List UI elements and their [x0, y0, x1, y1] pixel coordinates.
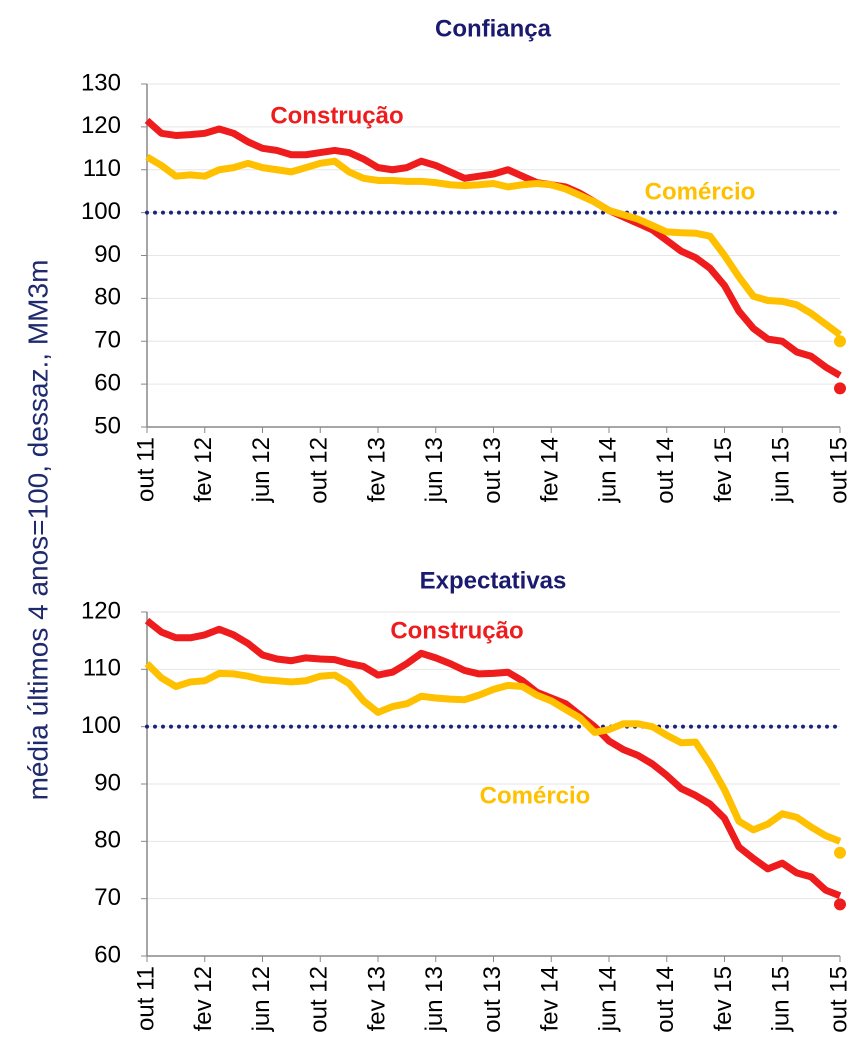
- y-tick-label: 60: [94, 941, 121, 968]
- x-tick-label: fev 13: [363, 966, 390, 1031]
- chart-title: Expectativas: [420, 567, 567, 594]
- y-tick-label: 80: [94, 284, 121, 311]
- series-line: [144, 661, 842, 845]
- y-tick-label: 130: [81, 69, 121, 96]
- chart-title: Confiança: [435, 15, 552, 42]
- x-tick-label: fev 14: [537, 966, 564, 1031]
- y-tick-label: 60: [94, 369, 121, 396]
- y-tick-label: 70: [94, 884, 121, 911]
- end-point: [834, 898, 846, 911]
- x-tick-label: fev 15: [710, 966, 737, 1031]
- y-tick-label: 110: [83, 655, 121, 682]
- y-tick-label: 90: [94, 241, 121, 268]
- series-label: Construção: [390, 617, 523, 644]
- x-tick-label: fev 12: [190, 437, 217, 502]
- x-tick-label: jun 12: [248, 966, 275, 1032]
- x-tick-label: out 14: [652, 437, 679, 504]
- y-tick-label: 90: [94, 769, 121, 796]
- series-label: Comércio: [480, 782, 591, 809]
- y-tick-label: 50: [94, 412, 121, 439]
- x-tick-label: jun 15: [768, 437, 795, 503]
- x-tick-label: out 14: [652, 966, 679, 1033]
- y-tick-label: 80: [94, 827, 121, 854]
- x-tick-label: jun 13: [421, 966, 448, 1032]
- series-label: Comércio: [645, 178, 756, 205]
- x-tick-label: jun 15: [768, 966, 795, 1032]
- x-tick-label: fev 13: [363, 437, 390, 502]
- x-tick-label: out 11: [132, 966, 159, 1031]
- x-tick-label: fev 15: [710, 437, 737, 502]
- x-tick-label: fev 14: [537, 437, 564, 502]
- y-axis-label: média últimos 4 anos=100, dessaz., MM3m: [22, 260, 53, 801]
- end-point: [834, 382, 846, 395]
- x-tick-label: out 15: [825, 966, 852, 1033]
- series-label: Construção: [270, 102, 403, 129]
- x-tick-label: jun 13: [421, 437, 448, 503]
- x-tick-label: jun 12: [248, 437, 275, 503]
- end-point: [834, 846, 846, 859]
- y-tick-label: 120: [81, 597, 121, 624]
- end-point: [834, 335, 846, 348]
- y-tick-label: 100: [81, 198, 121, 225]
- x-tick-label: out 15: [825, 437, 852, 504]
- x-tick-label: out 13: [479, 437, 506, 504]
- y-tick-label: 70: [94, 327, 121, 354]
- series-line: [144, 617, 842, 900]
- x-tick-label: out 12: [306, 437, 333, 504]
- x-tick-label: jun 14: [594, 437, 621, 503]
- x-tick-label: out 13: [479, 966, 506, 1033]
- x-tick-label: jun 14: [594, 966, 621, 1032]
- series-line: [144, 117, 842, 379]
- y-tick-label: 100: [81, 712, 121, 739]
- y-tick-label: 120: [81, 112, 121, 139]
- y-tick-label: 110: [83, 155, 121, 182]
- x-tick-label: fev 12: [190, 966, 217, 1031]
- x-tick-label: out 11: [132, 437, 159, 502]
- x-tick-label: out 12: [306, 966, 333, 1033]
- series-line: [145, 153, 843, 338]
